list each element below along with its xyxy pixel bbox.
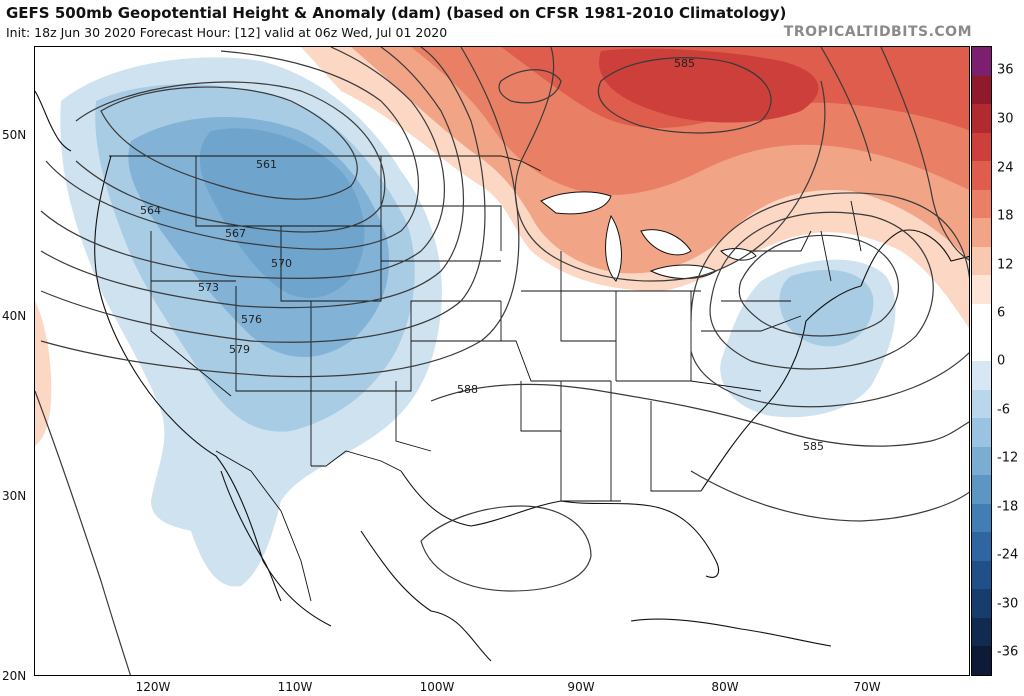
contour-label-576: 576 — [241, 313, 262, 326]
colorbar-swatch — [972, 132, 991, 162]
map-subtitle: Init: 18z Jun 30 2020 Forecast Hour: [12… — [6, 25, 448, 40]
coastlines — [35, 90, 969, 662]
colorbar-swatch — [972, 75, 991, 105]
colorbar-swatch — [972, 47, 991, 77]
map-canvas: 561 564 567 570 573 576 579 585 588 585 — [35, 47, 969, 675]
colorbar-swatch — [972, 361, 991, 391]
contour-label-588: 588 — [457, 383, 478, 396]
contour-label-573: 573 — [198, 281, 219, 294]
colorbar-label-minus-18: -18 — [997, 499, 1019, 515]
colorbar-label-36: 36 — [997, 62, 1014, 78]
contour-labels: 561 564 567 570 573 576 579 585 588 585 — [140, 57, 824, 453]
lon-label-100w: 100W — [419, 680, 455, 694]
colorbar-label-minus-6: -6 — [997, 402, 1010, 418]
colorbar-swatch — [972, 218, 991, 248]
lat-label-30n: 30N — [2, 489, 27, 503]
political-boundaries — [109, 155, 862, 602]
contour-label-579: 579 — [229, 343, 250, 356]
lat-label-40n: 40N — [2, 309, 27, 323]
colorbar-label-24: 24 — [997, 160, 1014, 176]
contour-label-561: 561 — [256, 158, 277, 171]
colorbar-label-0: 0 — [997, 353, 1006, 369]
map-title: GEFS 500mb Geopotential Height & Anomaly… — [6, 4, 787, 22]
height-contours — [35, 47, 969, 675]
contour-label-585-north: 585 — [674, 57, 695, 70]
lon-label-110w: 110W — [277, 680, 313, 694]
colorbar-swatch — [972, 104, 991, 134]
positive-anomaly-max — [599, 48, 819, 123]
lon-label-70w: 70W — [853, 680, 881, 694]
colorbar-label-18: 18 — [997, 208, 1014, 224]
colorbar-swatch — [972, 389, 991, 419]
colorbar-swatch — [972, 503, 991, 533]
colorbar-swatch — [972, 161, 991, 191]
lat-label-50n: 50N — [2, 128, 27, 142]
contour-label-567: 567 — [225, 227, 246, 240]
colorbar-swatch — [972, 275, 991, 305]
colorbar-swatch — [972, 617, 991, 647]
anomaly-colorbar — [971, 46, 992, 676]
colorbar-swatch — [972, 446, 991, 476]
colorbar-label-minus-24: -24 — [997, 547, 1019, 563]
negative-anomaly-east-mid — [779, 269, 874, 347]
colorbar-swatch — [972, 303, 991, 333]
positive-anomaly-west — [35, 301, 52, 446]
colorbar-swatch — [972, 189, 991, 219]
colorbar-swatch — [972, 246, 991, 276]
brand-watermark: TROPICALTIDBITS.COM — [783, 24, 972, 40]
colorbar-swatch — [972, 589, 991, 619]
contour-label-564: 564 — [140, 204, 161, 217]
colorbar-label-30: 30 — [997, 111, 1014, 127]
lon-label-80w: 80W — [711, 680, 739, 694]
lon-label-120w: 120W — [135, 680, 171, 694]
colorbar-swatch — [972, 418, 991, 448]
colorbar-swatch — [972, 646, 991, 676]
contour-label-570: 570 — [271, 257, 292, 270]
colorbar-label-minus-12: -12 — [997, 450, 1019, 466]
colorbar-label-minus-36: -36 — [997, 644, 1019, 660]
colorbar-swatch — [972, 532, 991, 562]
colorbar-swatch — [972, 475, 991, 505]
colorbar-swatch — [972, 332, 991, 362]
negative-anomaly-west-core — [199, 128, 365, 298]
lon-label-90w: 90W — [567, 680, 595, 694]
colorbar-label-12: 12 — [997, 257, 1014, 273]
lat-label-20n: 20N — [2, 669, 27, 683]
map-panel: 561 564 567 570 573 576 579 585 588 585 — [34, 46, 970, 676]
colorbar-label-6: 6 — [997, 305, 1006, 321]
colorbar-swatch — [972, 560, 991, 590]
colorbar-label-minus-30: -30 — [997, 596, 1019, 612]
contour-label-585-east: 585 — [803, 440, 824, 453]
